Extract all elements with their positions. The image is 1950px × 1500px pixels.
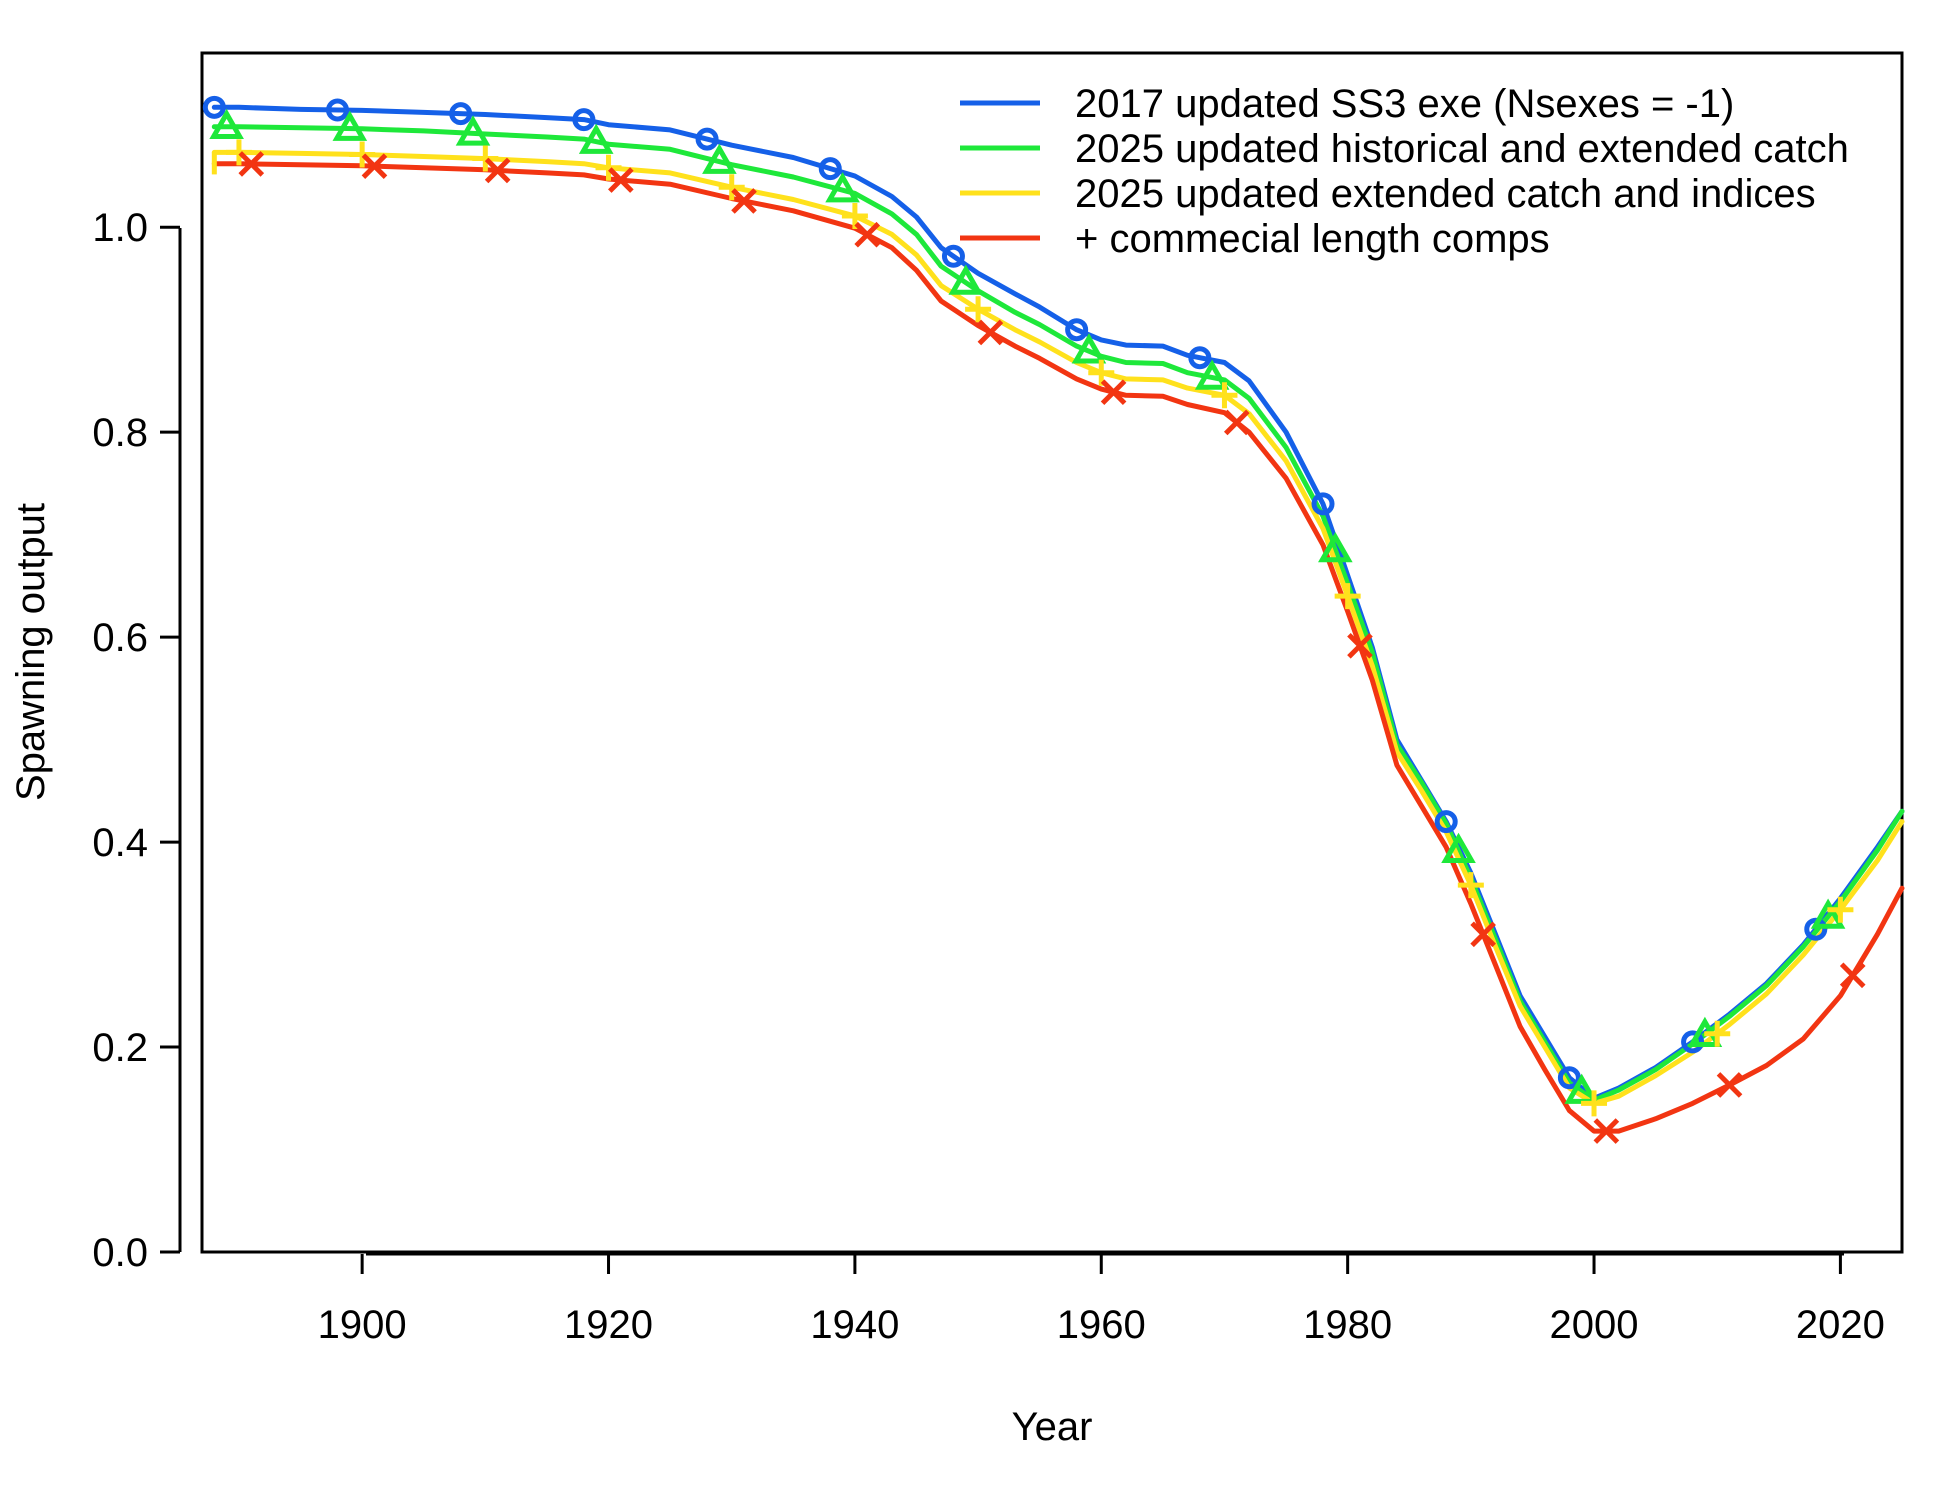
y-tick-label: 1.0 [92, 206, 148, 250]
series-marker-3 [595, 154, 622, 181]
y-tick-label: 0.6 [92, 616, 148, 660]
legend: 2017 updated SS3 exe (Nsexes = -1)2025 u… [960, 82, 1849, 261]
series-marker-2 [825, 172, 860, 203]
series-marker-4 [608, 167, 634, 193]
x-tick-label: 1940 [810, 1303, 899, 1347]
legend-label: 2025 updated historical and extended cat… [1075, 127, 1849, 171]
y-tick-label: 0.0 [92, 1231, 148, 1275]
series-marker-1 [818, 157, 842, 181]
series-marker-3 [1457, 872, 1484, 899]
series-marker-3 [965, 296, 992, 323]
series-marker-3 [225, 139, 252, 166]
series-marker-3 [718, 174, 745, 201]
series-marker-1 [941, 244, 965, 268]
series-marker-3 [1581, 1090, 1608, 1117]
x-tick-label: 1960 [1057, 1303, 1146, 1347]
series-marker-1 [1557, 1066, 1581, 1090]
legend-label: 2017 updated SS3 exe (Nsexes = -1) [1075, 82, 1734, 126]
y-tick-label: 0.8 [92, 411, 148, 455]
plot-frame [200, 51, 1904, 1254]
series-marker-3 [472, 145, 499, 172]
series-marker-4 [484, 157, 511, 184]
x-tick-label: 1920 [564, 1303, 653, 1347]
series-marker-2 [1810, 898, 1846, 929]
series-marker-1 [1434, 810, 1458, 834]
series-marker-2 [1071, 333, 1107, 364]
x-axis-title: Year [1012, 1405, 1093, 1449]
series-marker-4 [1839, 962, 1866, 989]
series-marker-2 [1318, 531, 1353, 563]
series-marker-3 [1827, 896, 1854, 923]
series-marker-4 [361, 153, 388, 179]
series-marker-2 [455, 115, 491, 146]
y-tick-label: 0.2 [92, 1026, 148, 1070]
series-marker-2 [702, 143, 737, 174]
x-tick-label: 1980 [1303, 1303, 1392, 1347]
series-marker-4 [1470, 921, 1496, 948]
series-marker-1 [1311, 492, 1335, 516]
series-marker-4 [1100, 379, 1127, 406]
y-tick-label: 0.4 [92, 821, 148, 865]
legend-label: 2025 updated extended catch and indices [1075, 172, 1816, 216]
series-line-3 [211, 149, 1905, 1106]
series-marker-2 [209, 108, 244, 140]
series-marker-1 [1681, 1030, 1705, 1054]
y-ticks: 0.0 0.2 0.4 0.6 0.8 1.0 [92, 206, 180, 1275]
series-marker-4 [854, 221, 881, 248]
x-ticks: 1900 1920 1940 1960 1980 2000 2020 [318, 1254, 1885, 1347]
series-marker-1 [449, 102, 473, 126]
x-tick-label: 2020 [1796, 1303, 1885, 1347]
legend-label: + commecial length comps [1075, 217, 1550, 261]
series-marker-4 [1593, 1118, 1620, 1144]
series-marker-3 [1704, 1020, 1731, 1047]
series-marker-4 [1347, 633, 1373, 659]
series-marker-4 [1716, 1072, 1743, 1098]
x-tick-label: 1900 [318, 1303, 407, 1347]
series-marker-4 [1223, 409, 1250, 436]
series-markers [202, 95, 1866, 1144]
series-marker-2 [332, 110, 368, 141]
series-marker-2 [948, 264, 984, 295]
series-marker-3 [349, 141, 376, 168]
series-marker-3 [1088, 359, 1115, 386]
series-marker-4 [977, 319, 1004, 346]
series-line-4 [211, 161, 1905, 1134]
series-marker-2 [578, 123, 614, 154]
x-tick-label: 2000 [1550, 1303, 1639, 1347]
series-marker-1 [1065, 318, 1089, 342]
series-marker-4 [731, 188, 757, 214]
series-marker-3 [1334, 583, 1361, 610]
series-marker-3 [1211, 382, 1238, 409]
series-marker-1 [572, 108, 596, 132]
y-axis-title: Spawning output [9, 503, 53, 801]
series-marker-1 [695, 127, 719, 151]
series-marker-4 [238, 151, 265, 177]
series-marker-1 [202, 95, 226, 119]
series-lines [211, 104, 1905, 1134]
series-marker-3 [841, 202, 868, 229]
series-marker-1 [326, 98, 350, 122]
series-marker-1 [1188, 346, 1212, 370]
series-marker-2 [1441, 832, 1476, 864]
series-line-2 [211, 124, 1905, 1103]
series-line-1 [211, 104, 1905, 1101]
series-marker-2 [1194, 359, 1230, 390]
